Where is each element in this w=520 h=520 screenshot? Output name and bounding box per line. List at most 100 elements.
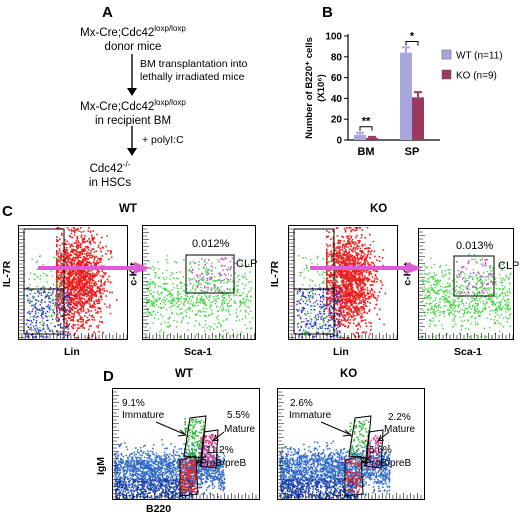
prob-gate: [344, 455, 364, 497]
legend-swatch: [441, 49, 452, 60]
ko-gate-arrow: [310, 262, 422, 274]
lin-plot-frame: [18, 225, 128, 340]
wt-immature-pct: 9.1%: [122, 398, 145, 409]
immature-arrow: [155, 421, 188, 437]
legend-swatch: [441, 69, 452, 80]
arrow-1: [127, 54, 137, 96]
donor-sup: loxp/loxp: [154, 24, 186, 33]
bar-sp-wt: [400, 52, 412, 140]
step1-line2: lethally irradiated mice: [140, 71, 245, 83]
y-axis-unit: (X10⁶): [316, 74, 327, 102]
sig-bracket: [359, 126, 373, 131]
y-axis-label: Number of B220⁺ cells: [304, 37, 315, 139]
red-population-points: [56, 227, 118, 339]
wt-clp-label: CLP: [236, 258, 258, 270]
step2-text: + polyI:C: [142, 134, 184, 146]
ko-prob-label: ProB/preB: [365, 458, 412, 469]
d-wt-title: WT: [175, 368, 193, 380]
dark-blue-population: [114, 478, 194, 500]
wt-mature-label: Mature: [224, 424, 256, 435]
red-population-points: [180, 458, 198, 494]
donor-sub: donor mice: [104, 40, 162, 53]
d-ko-title: KO: [340, 368, 358, 380]
wt-il7r-label: IL-7R: [1, 260, 14, 288]
pink-population-points: [365, 435, 383, 469]
d-igm-label: IgM: [95, 456, 108, 476]
ko-prob-pct: 5.6%: [369, 445, 392, 456]
sca-plot-ticks: [419, 231, 514, 339]
panel-b-label: B: [322, 4, 333, 21]
y-tick-label: 40: [331, 94, 343, 105]
panel-a-label: A: [102, 4, 113, 21]
green-population: [349, 419, 371, 460]
wt-gate-arrow: [38, 262, 150, 274]
red-population: [345, 458, 363, 493]
dark-blue-population-points: [114, 478, 194, 500]
recip-sub: in recipient BM: [94, 114, 172, 127]
step1-text: BM transplantation into lethally irradia…: [140, 58, 247, 84]
ko-immature-pct: 2.6%: [290, 398, 313, 409]
panel-c-label: C: [2, 203, 13, 220]
legend-label: WT (n=11): [456, 51, 503, 62]
ko-immature-label: Immature: [289, 410, 332, 421]
wt-sca-label: Sca-1: [184, 346, 213, 358]
donor-text: Mx-Cre;Cdc42loxp/loxp donor mice: [58, 22, 208, 54]
sig-bracket: [405, 40, 419, 46]
wt-mature-pct: 5.5%: [227, 410, 250, 421]
gate-lower: [293, 288, 335, 335]
wt-prob-label: ProB/preB: [200, 458, 247, 469]
bar-chart: 0 20 40 60 80 100 Number of B220⁺ cells (X10⁶) B…: [304, 30, 503, 158]
red-population: [180, 458, 198, 494]
y-tick-label: 0: [336, 136, 342, 147]
b-plot-frame: [112, 388, 260, 500]
ko-lin-il7r-plot: [288, 225, 398, 340]
bar-bm-ko: [366, 137, 378, 140]
lin-plot-ticks: [19, 228, 128, 339]
green-population-points: [298, 255, 338, 336]
sig-marker: **: [362, 116, 371, 128]
arrow-2: [127, 126, 137, 156]
ko-clp-pct: 0.013%: [456, 240, 494, 252]
wt-b220-igm-plot: [112, 388, 260, 500]
pink-population: [365, 435, 383, 469]
sca-plot-frame: [418, 228, 514, 340]
ko-lin-label: Lin: [333, 346, 349, 358]
x-tick-label: BM: [357, 146, 374, 158]
final-gene: Cdc42: [89, 162, 123, 175]
c-wt-title: WT: [119, 203, 137, 215]
y-tick-label: 80: [331, 52, 343, 63]
b-plot-ticks: [278, 391, 425, 499]
clp-gate: [453, 255, 495, 297]
wt-immature-label: Immature: [122, 410, 165, 421]
c-ko-title: KO: [370, 203, 388, 215]
b-plot-ticks: [113, 391, 260, 499]
recip-text: Mx-Cre;Cdc42loxp/loxp in recipient BM: [58, 96, 208, 128]
wt-lin-label: Lin: [64, 346, 80, 358]
ko-sca-ckit-plot: [418, 228, 514, 340]
green-population-points: [422, 253, 512, 338]
mature-gate: [364, 429, 384, 469]
blue-population: [296, 287, 342, 339]
final-sup: -/-: [122, 160, 131, 169]
lin-plot-frame: [288, 225, 398, 340]
prob-arrow: [196, 455, 207, 464]
blue-population: [26, 287, 71, 339]
wt-sca-ckit-plot: [142, 225, 256, 340]
mature-arrow: [212, 431, 225, 442]
wt-lin-il7r-plot: [18, 225, 128, 340]
mature-arrow: [377, 431, 390, 442]
b-plot-frame: [277, 388, 425, 500]
magenta-population-points: [188, 257, 233, 293]
legend-label: KO (n=9): [456, 71, 497, 82]
panel-d-label: D: [103, 368, 114, 385]
ko-b220-igm-plot: [277, 388, 425, 500]
prob-arrow: [361, 455, 372, 464]
green-population-points: [349, 419, 371, 460]
magenta-population: [188, 257, 233, 293]
sca-plot-ticks: [143, 228, 255, 339]
green-population: [184, 418, 206, 460]
recip-sup: loxp/loxp: [154, 98, 186, 107]
pink-population: [200, 434, 218, 470]
green-population: [422, 253, 512, 338]
ko-mature-pct: 2.2%: [388, 412, 411, 423]
